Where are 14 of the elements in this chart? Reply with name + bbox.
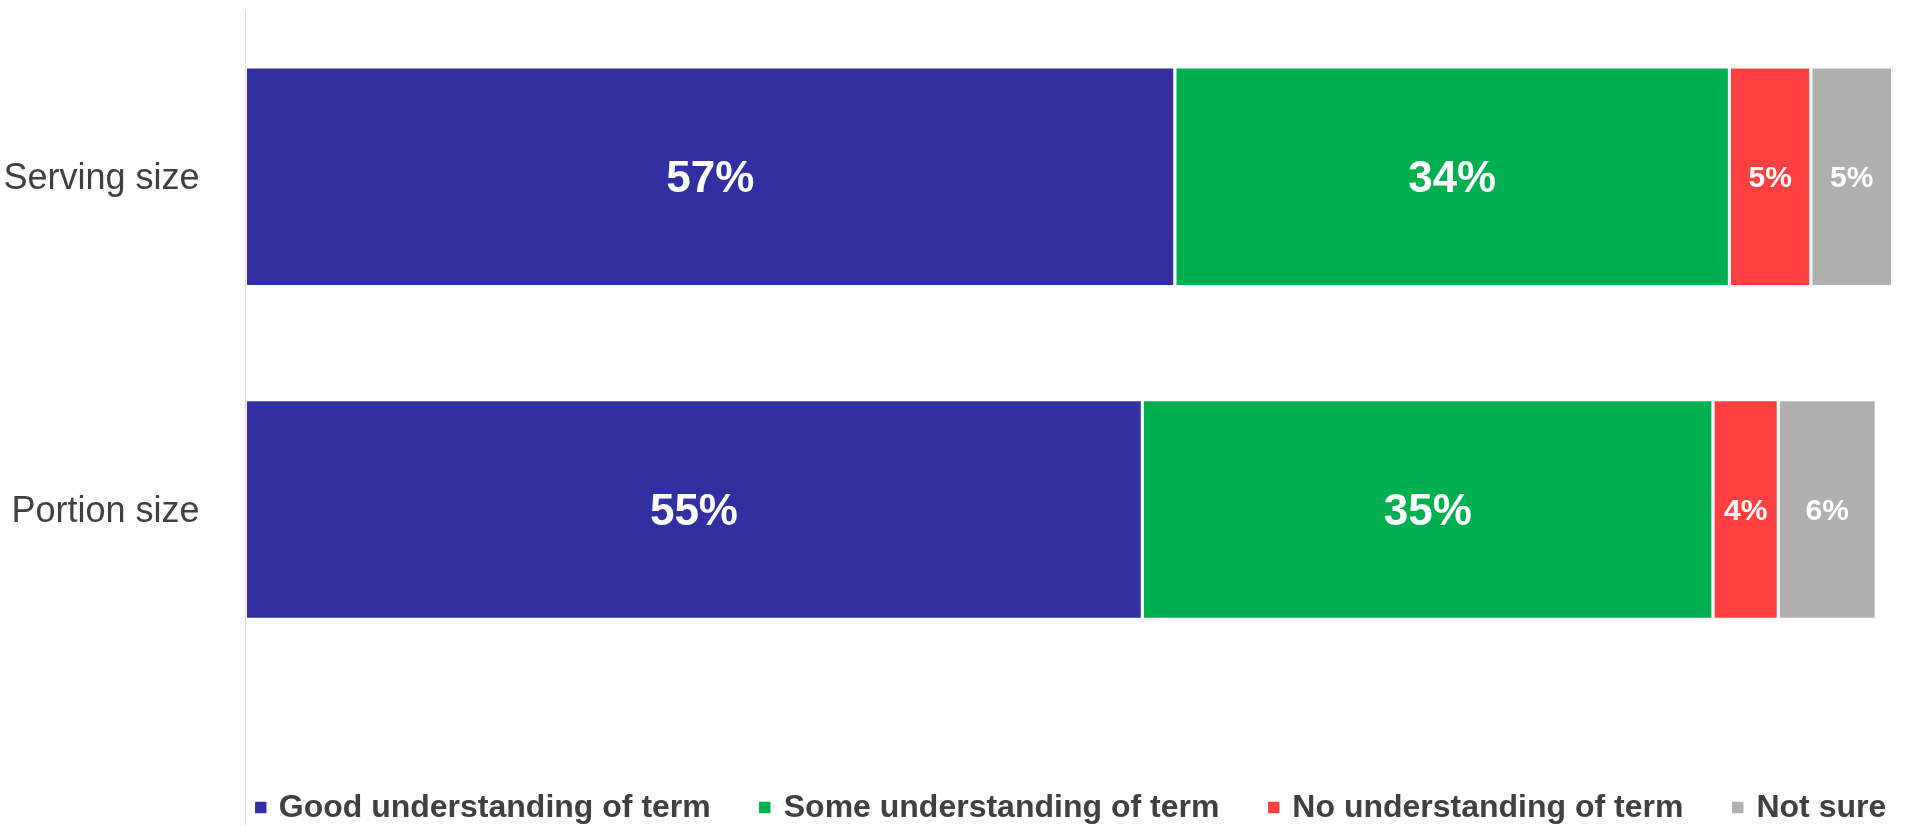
y-tick-label: Serving size <box>3 156 200 198</box>
data-label: 5% <box>1830 160 1874 194</box>
legend-label: No understanding of term <box>1292 788 1684 825</box>
data-label: 57% <box>666 152 755 202</box>
data-label: 55% <box>649 484 738 534</box>
y-tick-label: Portion size <box>11 488 200 530</box>
legend-label: Good understanding of term <box>278 788 711 825</box>
data-label: 5% <box>1748 160 1792 194</box>
data-label: 35% <box>1383 484 1472 534</box>
data-label: 6% <box>1805 492 1849 526</box>
data-label: 4% <box>1724 492 1768 526</box>
legend-label: Some understanding of term <box>783 788 1220 825</box>
legend-label: Not sure <box>1756 788 1887 825</box>
data-label: 34% <box>1408 152 1497 202</box>
